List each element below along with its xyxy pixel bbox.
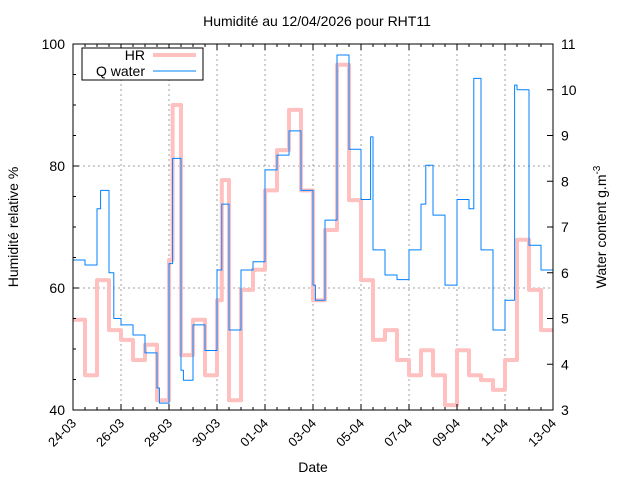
y2-tick-label: 6 [561,265,569,281]
x-tick-label: 24-03 [45,416,79,450]
y-tick-label: 40 [49,402,65,418]
y2-tick-label: 4 [561,356,569,372]
x-tick-label: 09-04 [429,416,463,450]
y-tick-label: 80 [49,158,65,174]
x-tick-label: 03-04 [285,416,319,450]
legend-label-hr: HR [125,47,145,63]
y2-tick-label: 9 [561,128,569,144]
y2-tick-label: 7 [561,219,569,235]
x-tick-label: 01-04 [237,416,271,450]
x-tick-label: 07-04 [381,416,415,450]
plot-area [73,55,553,405]
x-tick-label: 28-03 [141,416,175,450]
axis-ticks: 24-03 26-03 28-03 30-03 01-04 03-04 05-04 07-04… [42,36,577,450]
x-tick-label: 11-04 [478,416,511,449]
y-tick-label: 60 [49,280,65,296]
legend: HR Q water [82,47,203,80]
y2-axis-label-sup: -3 [592,165,603,174]
legend-label-q-water: Q water [96,63,145,79]
x-tick-label: 26-03 [93,416,127,450]
y-tick-label: 100 [42,36,66,52]
y2-tick-label: 3 [561,402,569,418]
chart-title: Humidité au 12/04/2026 pour RHT11 [203,13,431,29]
y-axis-label: Humidité relative % [5,167,21,288]
x-tick-label: 13-04 [525,416,559,450]
y2-tick-label: 5 [561,311,569,327]
y2-axis-label-text: Water content g.m [593,175,609,289]
x-tick-label: 30-03 [189,416,223,450]
x-tick-label: 05-04 [333,416,367,450]
y2-tick-label: 10 [561,82,577,98]
y2-axis-label: Water content g.m-3 [592,165,609,288]
x-axis-label: Date [298,459,328,475]
y2-tick-label: 8 [561,173,569,189]
y2-tick-label: 11 [561,36,576,52]
